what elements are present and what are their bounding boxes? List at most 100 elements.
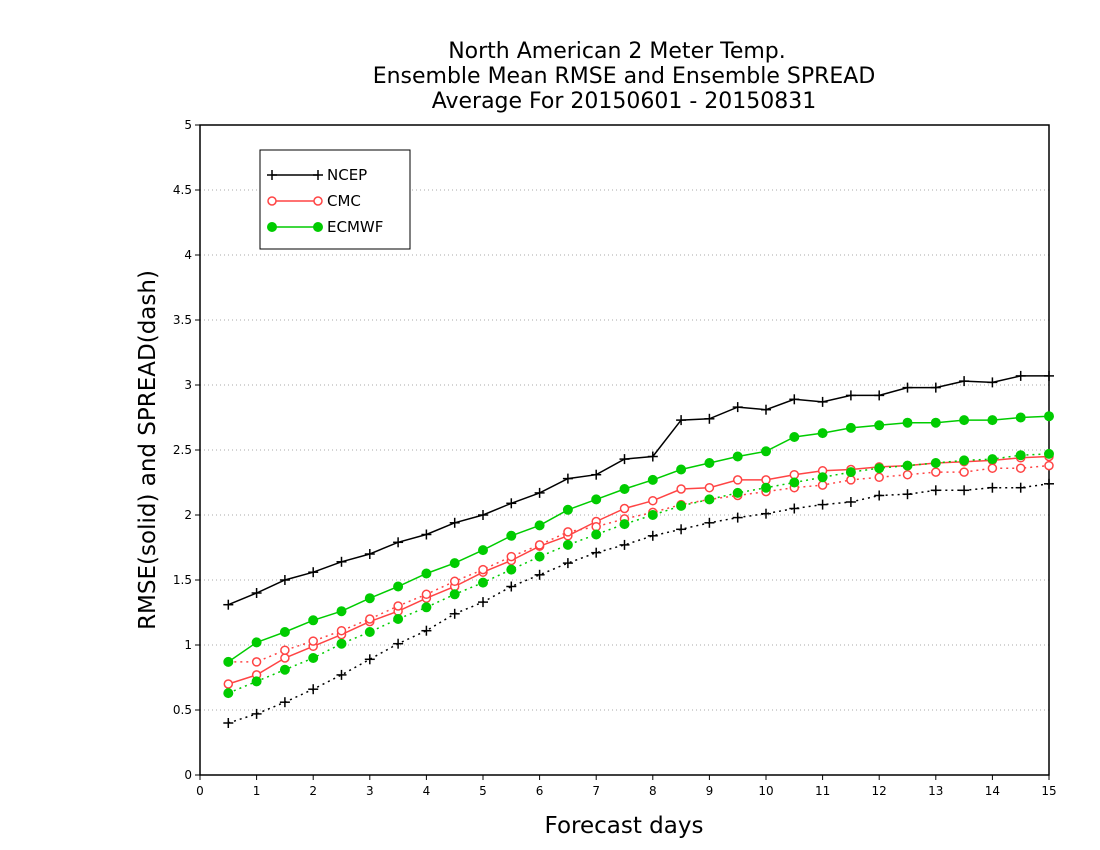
ncep-rmse-point — [251, 588, 262, 598]
ecmwf-spread-point — [562, 539, 573, 550]
ecmwf-spread-point — [364, 627, 375, 637]
ncep-rmse-point — [817, 396, 828, 407]
ecmwf-rmse-point — [761, 446, 771, 457]
cmc-spread-point — [251, 657, 262, 667]
ecmwf-spread-point — [761, 482, 771, 493]
ecmwf-spread-point — [591, 529, 602, 540]
cmc-rmse-point — [704, 482, 715, 493]
ecmwf-spread-point — [647, 510, 658, 520]
ncep-spread-point — [647, 530, 658, 541]
cmc-rmse-point — [619, 503, 630, 514]
ncep-rmse-point — [987, 377, 998, 388]
x-tick-label: 2 — [309, 784, 317, 798]
ncep-spread-point — [279, 697, 290, 708]
series-cmc — [223, 451, 1054, 689]
y-tick-label: 5 — [184, 118, 192, 132]
ncep-rmse-point — [902, 382, 913, 393]
ecmwf-rmse-point — [393, 581, 404, 592]
ncep-spread-point — [987, 482, 998, 493]
ncep-rmse-point — [761, 404, 771, 415]
legend-marker — [267, 222, 277, 232]
cmc-spread-point — [959, 467, 969, 477]
ecmwf-rmse-line — [227, 415, 1050, 663]
x-tick-label: 13 — [928, 784, 943, 798]
series-ecmwf — [223, 411, 1054, 699]
ecmwf-spread-point — [534, 551, 545, 562]
legend: NCEP CMC ECMWF — [259, 149, 411, 250]
chart-title-line-2: Ensemble Mean RMSE and Ensemble SPREAD — [373, 64, 876, 89]
x-tick-label: 12 — [872, 784, 887, 798]
chart-title-line-1: North American 2 Meter Temp. — [448, 39, 786, 64]
y-tick-label: 0.5 — [173, 703, 192, 717]
x-tick-label: 7 — [592, 784, 600, 798]
ncep-rmse-point — [874, 390, 885, 401]
y-tick-label: 1 — [184, 638, 192, 652]
x-tick-label: 4 — [423, 784, 431, 798]
ecmwf-spread-line — [228, 453, 1050, 694]
ecmwf-rmse-point — [364, 593, 375, 604]
ncep-rmse-point — [647, 451, 658, 462]
ecmwf-rmse-point — [959, 415, 970, 426]
cmc-spread-point — [1044, 460, 1054, 471]
x-tick-label: 5 — [479, 784, 487, 798]
ecmwf-rmse-point — [930, 417, 941, 428]
ecmwf-rmse-point — [902, 417, 913, 428]
ecmwf-spread-point — [902, 460, 913, 471]
ecmwf-spread-point — [874, 463, 885, 474]
ncep-rmse-point — [308, 567, 319, 578]
y-tick-label: 3.5 — [173, 313, 192, 327]
legend-label: ECMWF — [327, 218, 383, 236]
series-group — [223, 370, 1054, 728]
cmc-spread-point — [817, 480, 828, 490]
ecmwf-spread-point — [987, 454, 998, 465]
ecmwf-rmse-point — [562, 504, 573, 515]
ecmwf-spread-point — [789, 477, 800, 488]
cmc-spread-point — [931, 467, 941, 477]
x-tick-label: 14 — [985, 784, 1000, 798]
ncep-spread-point — [619, 539, 630, 550]
ncep-rmse-point — [562, 473, 573, 484]
ecmwf-rmse-point — [732, 451, 743, 462]
ecmwf-spread-point — [393, 614, 404, 624]
legend-marker — [267, 170, 277, 180]
ncep-rmse-point — [421, 529, 432, 540]
ncep-spread-point — [336, 669, 347, 680]
ncep-rmse-point — [732, 402, 743, 413]
ncep-spread-point — [364, 654, 375, 665]
ecmwf-spread-point — [619, 519, 630, 530]
legend-marker — [313, 170, 323, 180]
ecmwf-rmse-point — [704, 458, 715, 468]
cmc-spread-point — [563, 527, 573, 537]
ecmwf-spread-point — [959, 455, 970, 466]
ncep-spread-point — [534, 569, 545, 580]
ncep-rmse-point — [393, 537, 404, 548]
ecmwf-spread-point — [449, 589, 460, 600]
x-tick-label: 9 — [706, 784, 714, 798]
ecmwf-rmse-point — [817, 428, 828, 439]
ecmwf-spread-point — [930, 458, 941, 468]
x-tick-label: 8 — [649, 784, 657, 798]
ncep-rmse-point — [1044, 370, 1054, 381]
x-tick-label: 15 — [1041, 784, 1056, 798]
ncep-spread-point — [421, 625, 432, 636]
series-ncep — [223, 370, 1054, 728]
ncep-rmse-point — [591, 469, 602, 480]
cmc-spread-point — [421, 589, 432, 600]
grid — [200, 189, 1049, 711]
ncep-spread-point — [817, 499, 828, 510]
legend-item-ecmwf: ECMWF — [267, 218, 383, 236]
cmc-spread-point — [874, 472, 884, 483]
ecmwf-rmse-point — [874, 420, 885, 431]
ncep-rmse-point — [449, 517, 460, 528]
ncep-rmse-point — [959, 376, 970, 387]
ecmwf-spread-point — [336, 638, 347, 649]
ecmwf-rmse-point — [279, 627, 290, 637]
cmc-rmse-point — [676, 484, 686, 494]
x-tick-label: 6 — [536, 784, 544, 798]
ncep-rmse-point — [478, 510, 488, 520]
x-tick-label: 11 — [815, 784, 830, 798]
ncep-spread-point — [251, 708, 262, 719]
y-tick-label: 0 — [184, 768, 192, 782]
ncep-spread-point — [506, 581, 517, 592]
